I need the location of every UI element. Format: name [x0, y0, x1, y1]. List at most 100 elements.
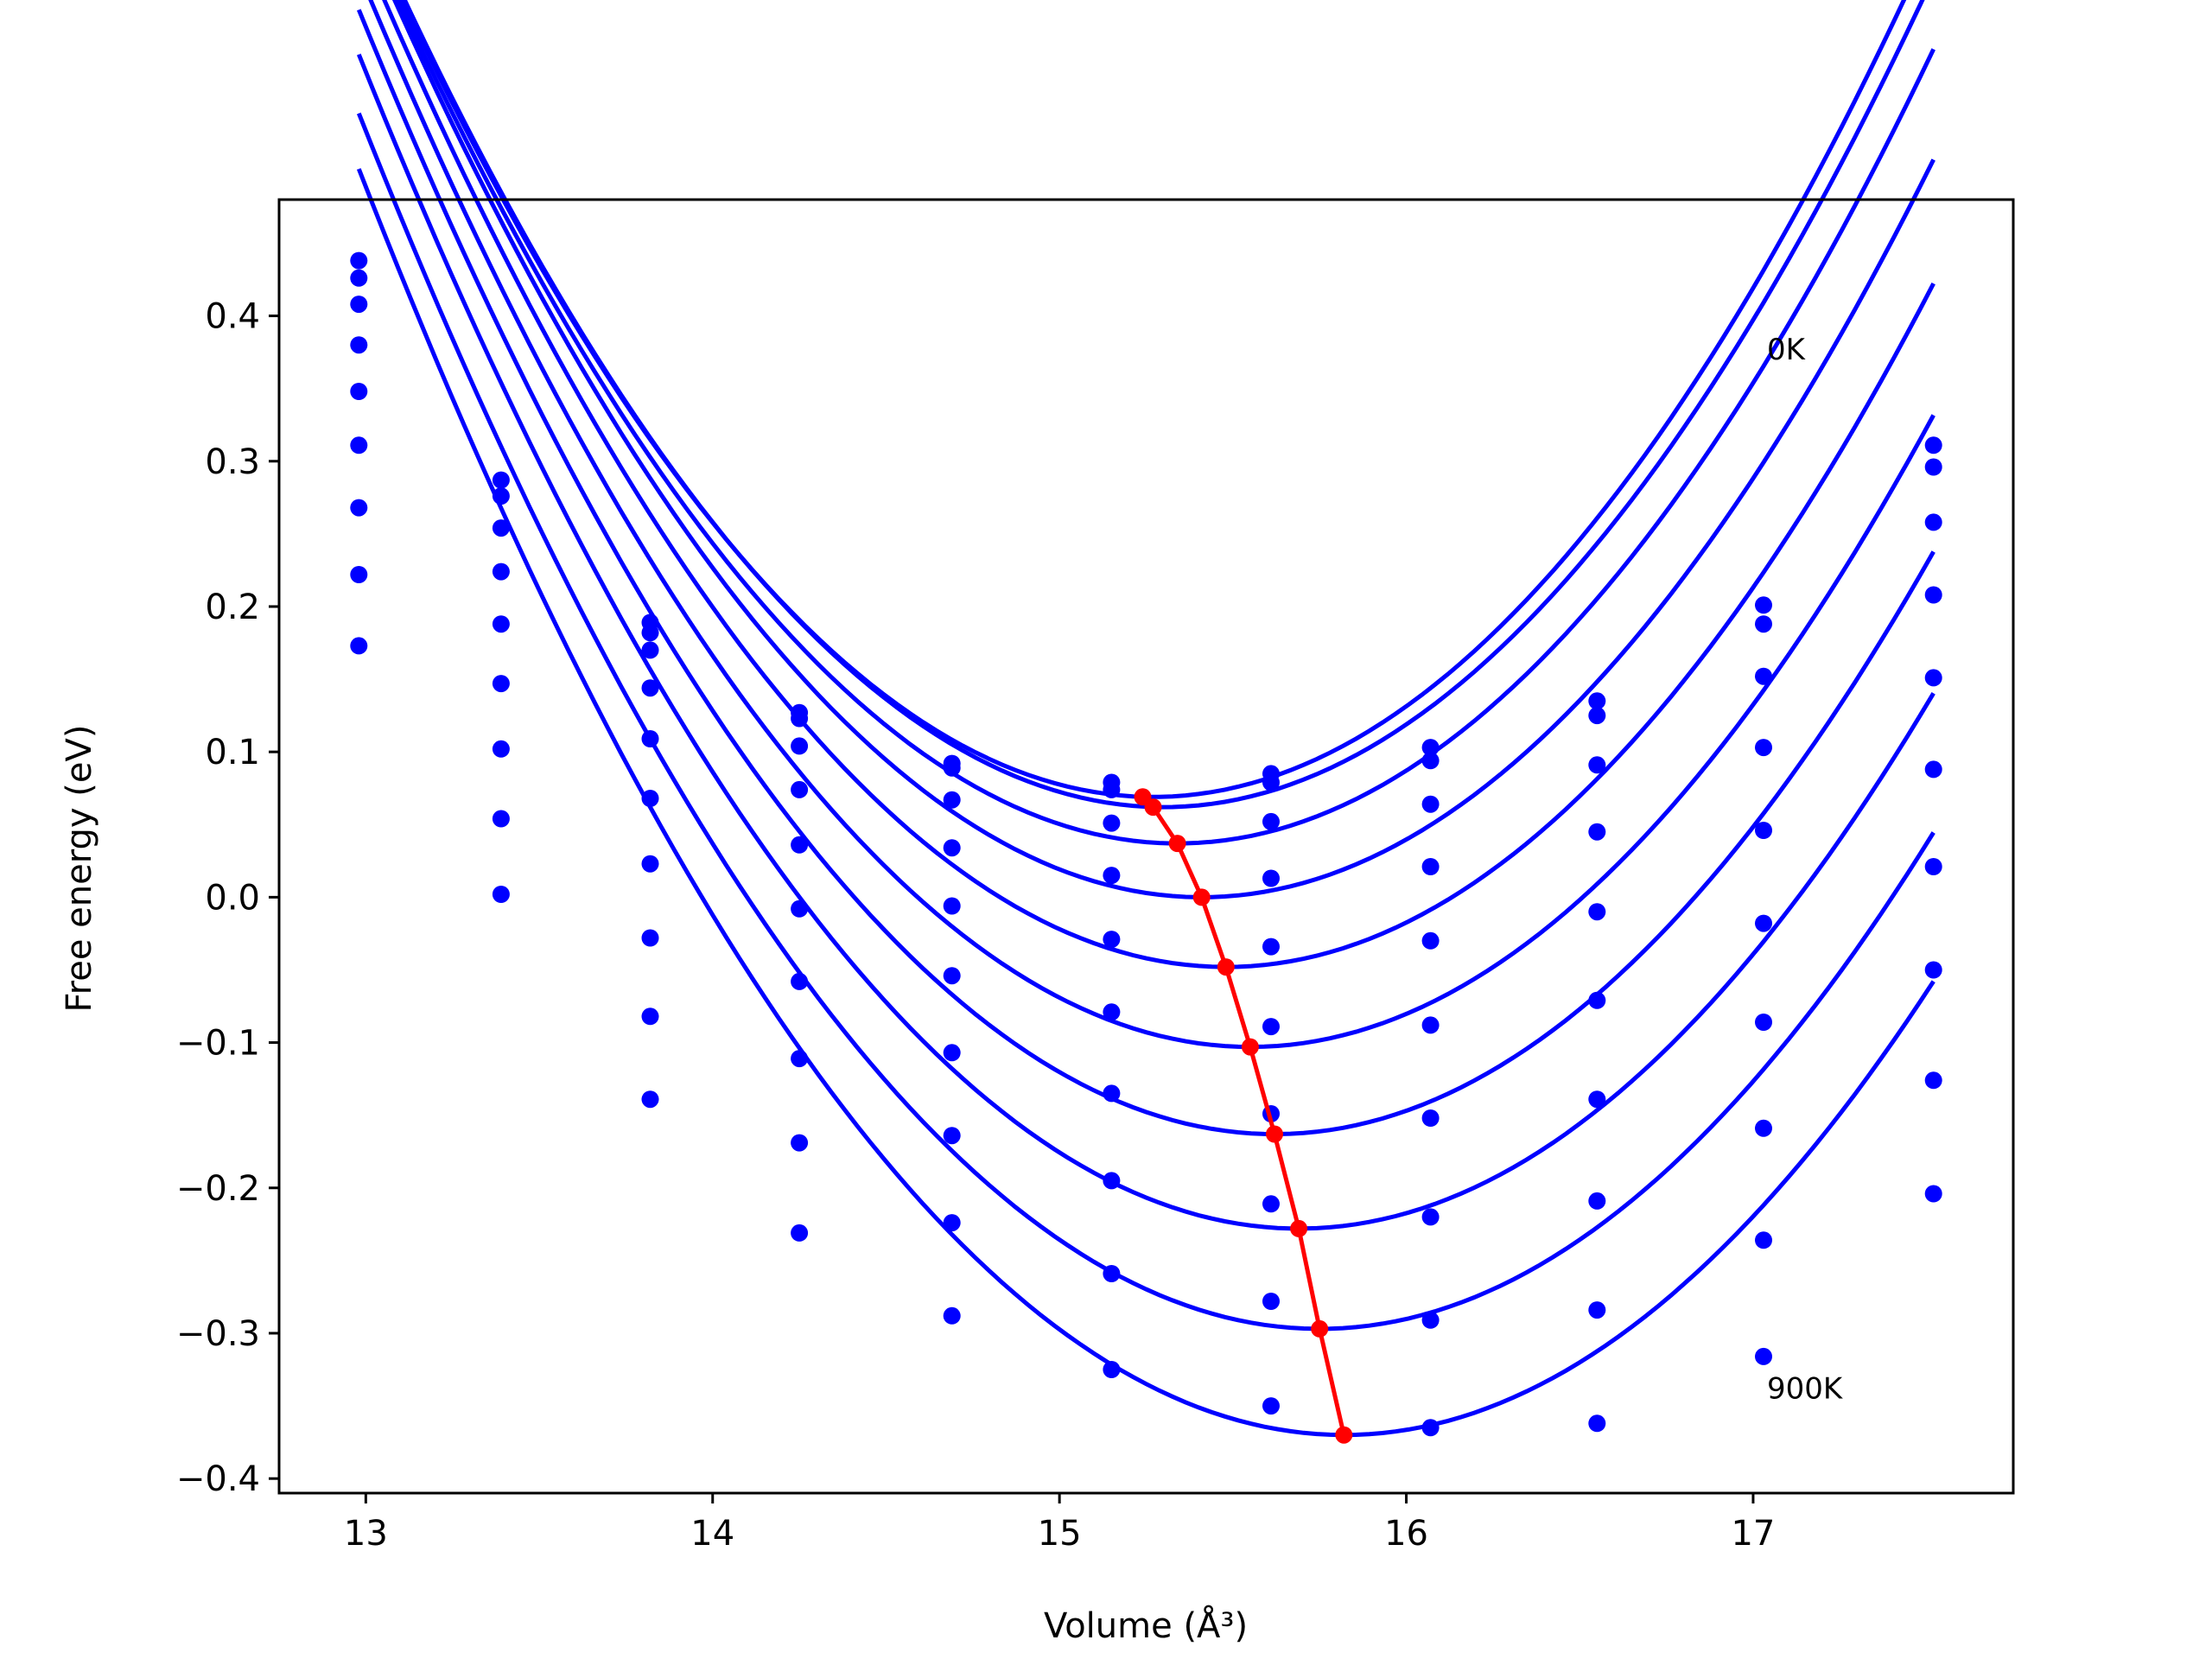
x-tick-label: 13	[344, 1514, 388, 1554]
fit-curve-9	[356, 168, 1936, 1438]
x-tick-label: 15	[1038, 1514, 1082, 1554]
data-point	[791, 836, 809, 854]
data-point	[791, 1050, 809, 1068]
data-point	[1924, 1071, 1942, 1090]
data-point	[1103, 931, 1121, 949]
fit-curve-2	[396, 0, 1936, 846]
data-point	[1421, 931, 1440, 950]
data-point	[1103, 1361, 1121, 1378]
data-point	[350, 269, 368, 287]
minimum-point	[1266, 1125, 1283, 1143]
y-tick-label: −0.1	[176, 1024, 260, 1064]
data-point	[1103, 780, 1121, 798]
data-point	[943, 839, 961, 857]
data-point	[1262, 869, 1280, 887]
x-tick-label: 17	[1731, 1514, 1775, 1554]
data-point	[1755, 739, 1772, 757]
data-point	[350, 436, 368, 454]
data-point	[1755, 1347, 1772, 1365]
data-point	[1103, 1172, 1121, 1190]
data-point	[492, 810, 510, 828]
data-point	[492, 615, 510, 633]
data-point	[1588, 1090, 1606, 1109]
data-point	[1421, 858, 1440, 875]
y-axis-label: Free energy (eV)	[60, 725, 99, 1013]
minimum-point	[1241, 1038, 1259, 1056]
data-point	[641, 929, 659, 947]
data-point	[1421, 1311, 1440, 1329]
data-point	[641, 790, 659, 807]
data-point	[943, 791, 961, 809]
data-point	[943, 759, 961, 777]
data-point	[1262, 1018, 1280, 1036]
y-axis: −0.4 −0.3 −0.2 −0.1 0.0 0.1 0.2 0.3 0.4	[176, 297, 279, 1499]
minimum-point	[1335, 1426, 1353, 1444]
data-points	[350, 251, 1942, 1437]
y-tick-label: 0.0	[205, 878, 260, 918]
data-point	[1924, 436, 1942, 454]
data-point	[492, 487, 510, 505]
data-point	[350, 637, 368, 655]
y-tick-label: −0.4	[176, 1459, 260, 1499]
fit-curve-4	[382, 0, 1936, 969]
data-point	[1755, 596, 1772, 614]
annotations: 0K 900K	[1767, 333, 1844, 1407]
data-point	[350, 383, 368, 400]
data-point	[641, 679, 659, 697]
x-tick-label: 14	[690, 1514, 734, 1554]
data-point	[1103, 1003, 1121, 1021]
data-point	[1588, 756, 1606, 774]
annotation-label: 0K	[1767, 333, 1807, 367]
data-point	[943, 1214, 961, 1232]
y-tick-label: −0.3	[176, 1314, 260, 1354]
data-point	[1421, 1016, 1440, 1034]
x-axis-label: Volume (Å³)	[1044, 1605, 1248, 1646]
data-point	[641, 641, 659, 659]
data-point	[1421, 739, 1440, 757]
minimum-point	[1168, 835, 1186, 853]
data-point	[1262, 812, 1280, 830]
data-point	[492, 740, 510, 758]
data-point	[1924, 458, 1942, 476]
y-tick-label: 0.3	[205, 442, 260, 482]
fit-curve-7	[356, 54, 1936, 1231]
data-point	[1262, 1397, 1280, 1415]
data-point	[1755, 615, 1772, 633]
data-point	[1103, 1084, 1121, 1103]
data-point	[492, 519, 510, 537]
data-point	[1103, 814, 1121, 832]
data-point	[791, 709, 809, 728]
data-point	[1588, 991, 1606, 1009]
x-tick-label: 16	[1384, 1514, 1428, 1554]
data-point	[492, 675, 510, 693]
data-point	[1588, 707, 1606, 725]
data-point	[492, 471, 510, 489]
minimum-point	[1192, 888, 1211, 906]
data-point	[791, 780, 809, 798]
data-point	[791, 899, 809, 918]
minima-line	[1134, 788, 1353, 1444]
data-point	[1755, 1119, 1772, 1137]
data-point	[791, 737, 809, 755]
data-point	[1421, 1419, 1440, 1437]
fit-curve-6	[356, 9, 1936, 1137]
data-point	[350, 296, 368, 314]
data-point	[1262, 1195, 1280, 1213]
data-point	[1588, 1192, 1606, 1210]
y-tick-label: 0.4	[205, 297, 260, 337]
data-point	[641, 1090, 659, 1109]
fit-curve-5	[368, 0, 1936, 1050]
data-point	[1588, 823, 1606, 841]
data-point	[1421, 1109, 1440, 1127]
data-point	[943, 1127, 961, 1145]
data-point	[350, 251, 368, 270]
data-point	[1924, 858, 1942, 875]
data-point	[1421, 795, 1440, 813]
minimum-point	[1144, 798, 1162, 817]
data-point	[1755, 822, 1772, 839]
fit-curve-8	[356, 112, 1936, 1332]
data-point	[1924, 513, 1942, 531]
data-point	[1421, 752, 1440, 770]
data-point	[1924, 1185, 1942, 1203]
